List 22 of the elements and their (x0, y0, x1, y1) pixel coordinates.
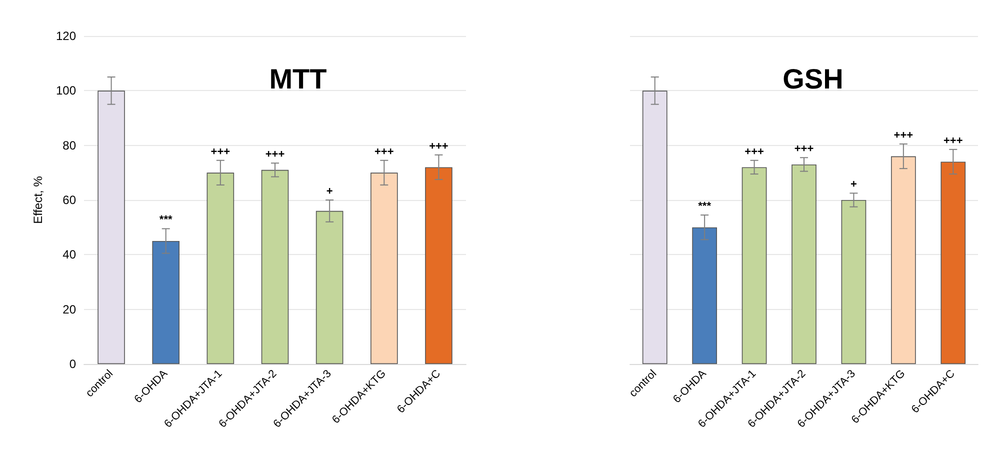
y-tick-label: 0 (69, 357, 76, 371)
text: GSH (782, 64, 844, 94)
y-tick-label: 60 (62, 193, 76, 207)
data-label: +++ (894, 129, 914, 142)
y-axis-title: Effect, % (31, 176, 45, 224)
data-label: *** (159, 214, 173, 226)
data-label: + (326, 186, 333, 198)
y-tick-label: 120 (56, 29, 76, 43)
y-tick-label: 80 (62, 138, 76, 152)
data-label: +++ (429, 140, 448, 152)
text: MTT (269, 64, 327, 94)
data-label: + (850, 178, 857, 191)
data-label: +++ (944, 134, 963, 147)
data-label: +++ (744, 146, 764, 158)
data-label: +++ (210, 146, 230, 158)
y-tick-label: 40 (62, 248, 76, 262)
data-label: +++ (794, 143, 814, 156)
data-label: +++ (265, 148, 285, 161)
data-label: *** (698, 200, 712, 213)
y-tick-label: 20 (62, 302, 76, 316)
y-tick-label: 100 (56, 84, 76, 98)
data-label: +++ (374, 146, 394, 158)
